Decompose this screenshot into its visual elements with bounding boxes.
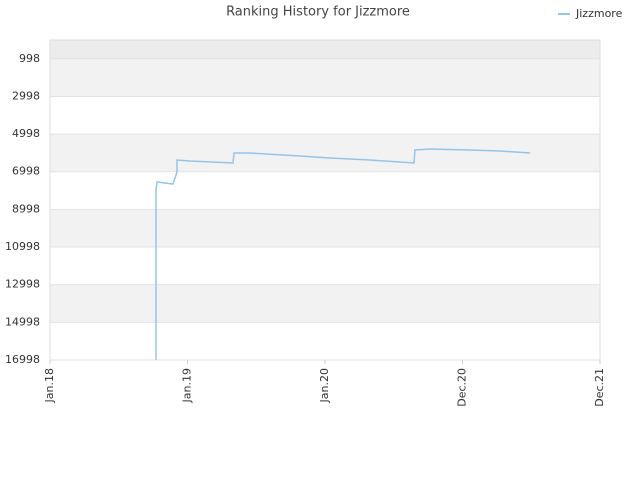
y-tick-label: 10998 (5, 240, 40, 253)
y-tick-label: 8998 (12, 202, 40, 215)
plot-band (50, 58, 600, 97)
plot-band (50, 322, 600, 360)
plot-band (50, 40, 600, 59)
plot-band (50, 171, 600, 210)
x-tick-label: Dec.20 (456, 368, 469, 407)
x-tick-label: Dec.21 (593, 368, 606, 407)
series-line (155, 148, 531, 360)
plot-band (50, 209, 600, 248)
y-tick-label: 12998 (5, 278, 40, 291)
legend-label: Jizzmore (575, 7, 623, 20)
y-tick-label: 2998 (12, 89, 40, 102)
chart-title: Ranking History for Jizzmore (226, 5, 410, 20)
plot-band (50, 247, 600, 285)
y-tick-label: 14998 (5, 315, 40, 328)
plot-band (50, 134, 600, 172)
x-tick-label: Jan.19 (181, 368, 194, 403)
y-tick-label: 6998 (12, 165, 40, 178)
x-tick-label: Jan.18 (43, 368, 56, 403)
y-tick-label: 4998 (12, 127, 40, 140)
plot-band (50, 284, 600, 323)
x-tick-label: Jan.20 (318, 368, 331, 403)
y-tick-label: 998 (19, 52, 40, 65)
plot-band (50, 96, 600, 135)
y-tick-label: 16998 (5, 353, 40, 366)
